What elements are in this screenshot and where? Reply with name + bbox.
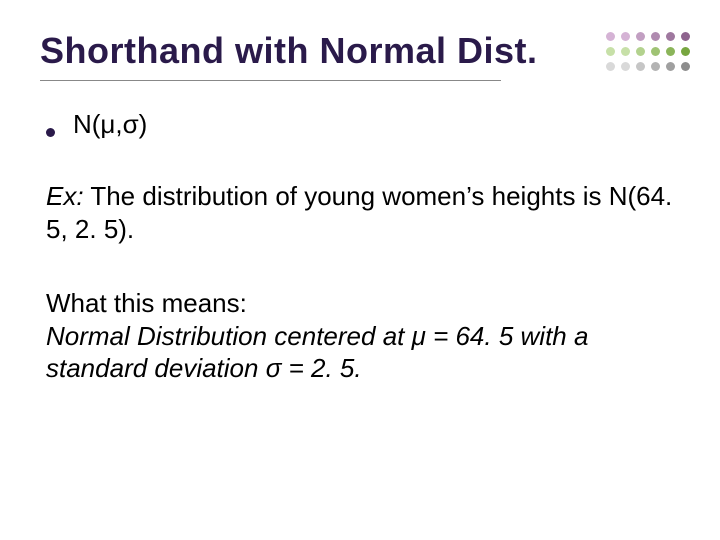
example-rest: The distribution of young women’s height…	[46, 181, 672, 244]
explain-paragraph: What this means: Normal Distribution cen…	[46, 287, 680, 385]
title-divider	[40, 80, 501, 81]
bullet-text: N(μ,σ)	[73, 109, 147, 140]
example-paragraph: Ex: The distribution of young women’s he…	[46, 180, 680, 245]
bullet-item: N(μ,σ)	[46, 109, 680, 140]
bullet-icon	[46, 128, 55, 137]
page-title: Shorthand with Normal Dist.	[40, 30, 680, 72]
example-prefix: Ex:	[46, 181, 84, 211]
decor-dots	[604, 30, 692, 73]
explain-intro: What this means:	[46, 288, 247, 318]
explain-body: Normal Distribution centered at μ = 64. …	[46, 321, 588, 384]
slide: Shorthand with Normal Dist. N(μ,σ) Ex: T…	[0, 0, 720, 540]
